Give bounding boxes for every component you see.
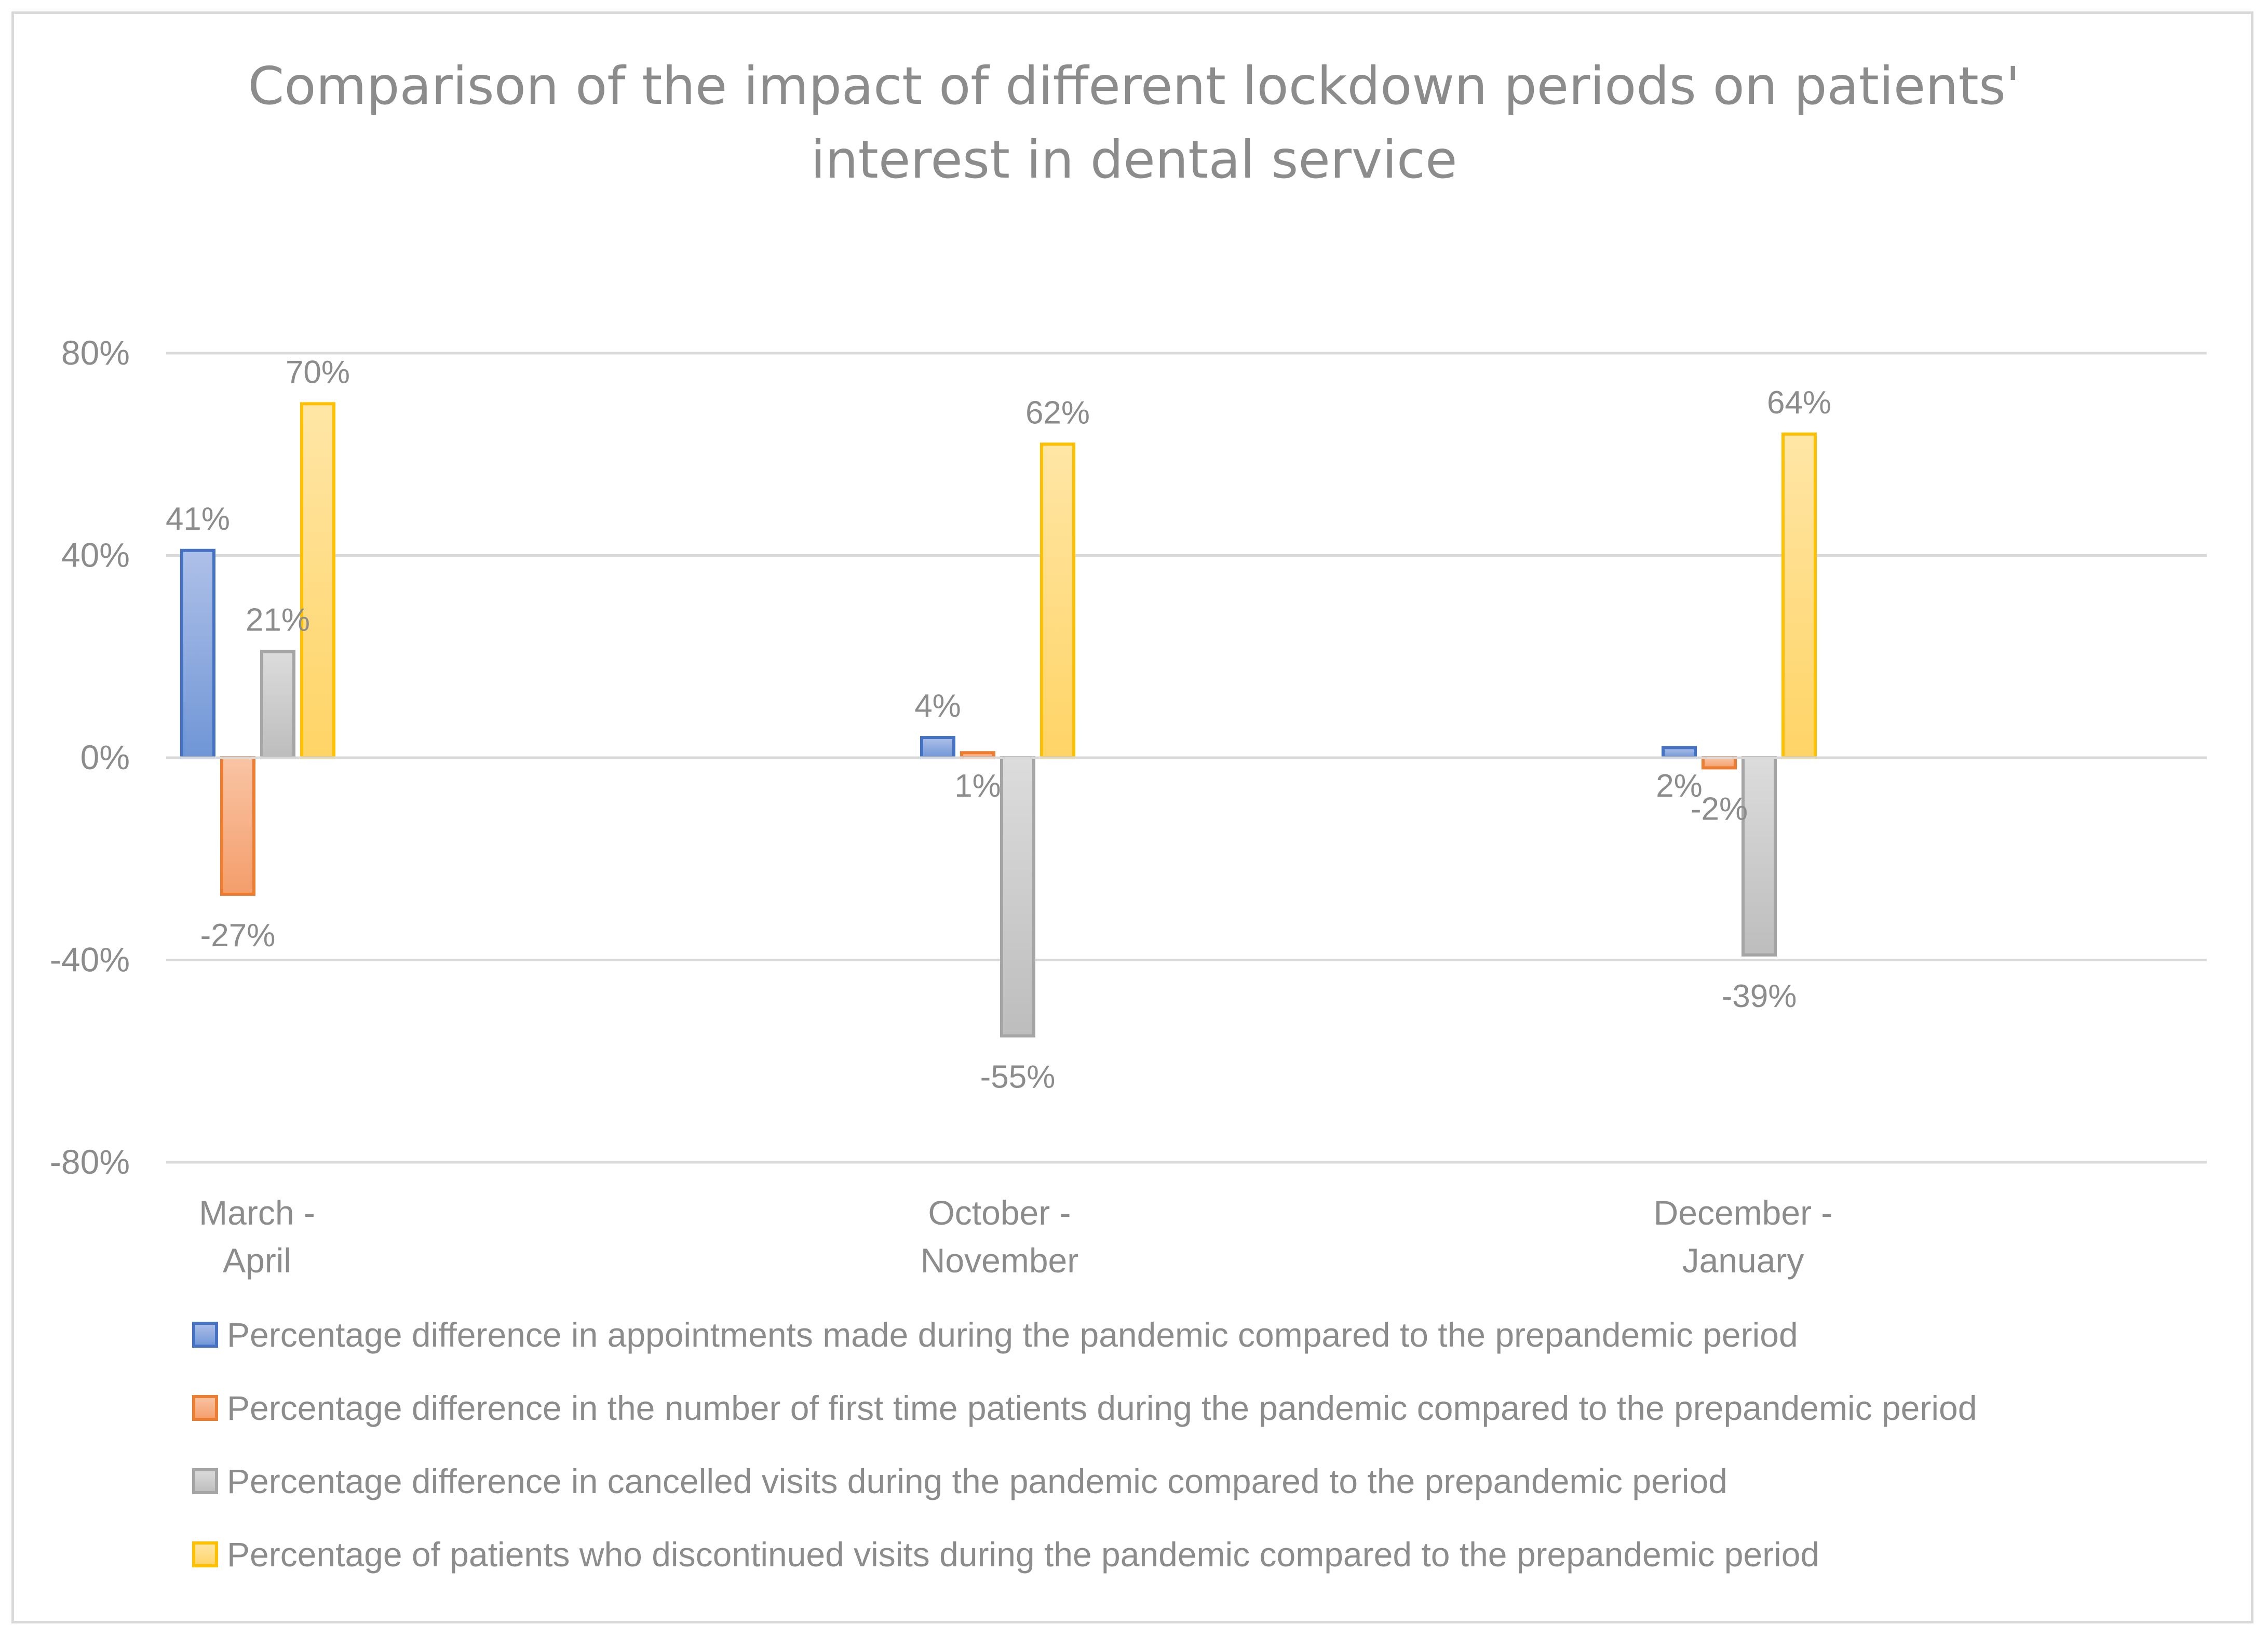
legend-swatch xyxy=(192,1322,218,1348)
legend-swatch xyxy=(192,1468,218,1494)
data-label: 4% xyxy=(914,688,961,724)
category-label: January xyxy=(1682,1241,1804,1280)
bar xyxy=(180,548,215,759)
chart-title-line-1: Comparison of the impact of different lo… xyxy=(248,56,2020,116)
legend-entry: Percentage of patients who discontinued … xyxy=(227,1535,1819,1574)
legend-swatch xyxy=(192,1541,218,1567)
data-label: -39% xyxy=(1722,978,1797,1014)
legend-entry: Percentage difference in cancelled visit… xyxy=(227,1462,1727,1500)
data-label: -55% xyxy=(980,1059,1056,1095)
bar xyxy=(1702,756,1737,770)
data-labels: 41% 4% 2% -27% 1% -2% 21% -55% -39% 70% 62% 64% xyxy=(166,354,1831,1095)
y-tick-label: 80% xyxy=(61,333,130,372)
category-label: October - xyxy=(928,1193,1071,1232)
bar xyxy=(1742,756,1777,957)
y-tick-label: 40% xyxy=(61,536,130,574)
y-tick-label: -40% xyxy=(50,941,130,979)
data-label: 1% xyxy=(954,768,1001,804)
bar xyxy=(1781,432,1817,759)
data-label: 70% xyxy=(286,354,350,390)
bar xyxy=(920,736,955,760)
y-axis: 80% 40% 0% -40% -80% xyxy=(50,333,130,1181)
legend-entry: Percentage difference in appointments ma… xyxy=(227,1315,1798,1354)
category-label: December - xyxy=(1654,1193,1833,1232)
data-label: 2% xyxy=(1656,768,1703,804)
legend-swatch xyxy=(192,1395,218,1421)
chart-title-line-2: interest in dental service xyxy=(811,129,1457,190)
bar xyxy=(300,402,335,759)
bars xyxy=(180,402,1817,1038)
bar xyxy=(1662,746,1697,760)
data-label: 41% xyxy=(166,501,230,537)
data-label: -2% xyxy=(1691,791,1748,827)
x-axis: March - April October - November December - J… xyxy=(199,1193,1832,1280)
bar xyxy=(260,650,295,759)
data-label: 64% xyxy=(1767,385,1831,421)
data-label: 62% xyxy=(1025,395,1090,431)
category-label: March - xyxy=(199,1193,315,1232)
category-label: November xyxy=(921,1241,1078,1280)
bar xyxy=(1040,442,1075,759)
legend-entry: Percentage difference in the number of f… xyxy=(227,1389,1977,1427)
bar xyxy=(220,756,255,896)
category-label: April xyxy=(223,1241,291,1280)
bar xyxy=(1000,756,1035,1038)
y-tick-label: 0% xyxy=(80,738,130,776)
data-label: 21% xyxy=(246,602,310,638)
data-label: -27% xyxy=(200,918,276,954)
y-tick-label: -80% xyxy=(50,1143,130,1181)
chart-frame xyxy=(11,11,2253,1623)
legend: Percentage difference in appointments ma… xyxy=(192,1315,1977,1574)
